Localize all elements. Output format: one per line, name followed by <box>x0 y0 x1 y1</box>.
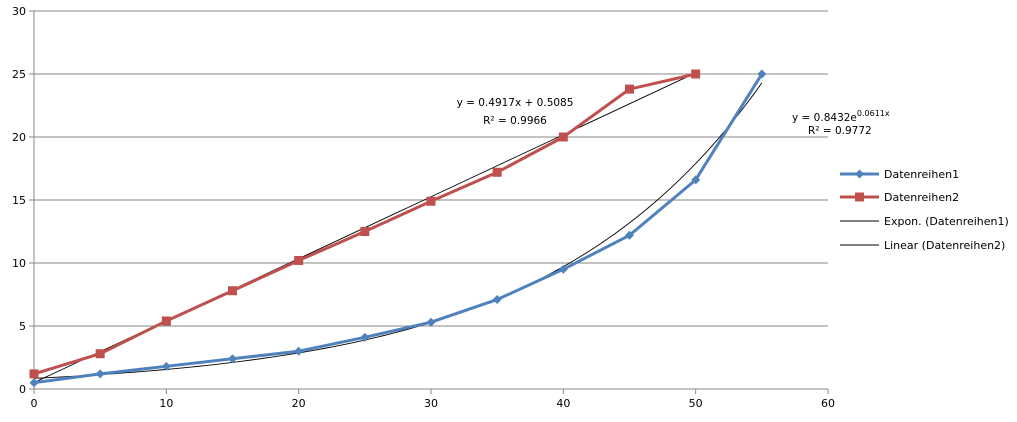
exponential-r-squared-text: R² = 0.9772 <box>808 125 872 137</box>
trendlines <box>33 72 763 383</box>
y-tick-label: 30 <box>12 5 26 18</box>
diamond-marker <box>492 295 502 305</box>
x-tick-label: 50 <box>689 397 703 410</box>
legend-label: Datenreihen2 <box>884 191 959 204</box>
square-marker <box>161 316 171 326</box>
diamond-marker <box>426 317 436 327</box>
exponential-equation-annotation: y = 0.8432e0.0611x R² = 0.9772 <box>792 109 890 137</box>
series-1 <box>29 69 767 388</box>
square-marker <box>625 84 634 94</box>
square-marker <box>426 196 436 206</box>
square-marker <box>95 349 105 359</box>
square-marker <box>558 132 568 142</box>
square-marker <box>294 255 304 265</box>
square-marker <box>691 69 701 79</box>
legend-label: Expon. (Datenreihen1) <box>884 215 1009 228</box>
x-tick-label: 0 <box>31 397 38 410</box>
diamond-marker <box>228 354 237 364</box>
legend-diamond-marker <box>855 169 864 179</box>
legend-item: Expon. (Datenreihen1) <box>840 215 1009 228</box>
linear-equation-text: y = 0.4917x + 0.5085 <box>457 97 574 109</box>
diamond-marker <box>294 346 304 356</box>
linear-r-squared-text: R² = 0.9966 <box>483 115 547 127</box>
exponential-equation-text: y = 0.8432e0.0611x <box>792 109 890 124</box>
square-marker <box>360 227 370 236</box>
x-tick-label: 20 <box>292 397 306 410</box>
legend-label: Linear (Datenreihen2) <box>884 239 1005 252</box>
diamond-marker <box>360 332 370 342</box>
y-tick-label: 25 <box>12 68 26 81</box>
legend-label: Datenreihen1 <box>884 168 959 181</box>
legend: Datenreihen1 Datenreihen2 Expon. (Datenrei… <box>840 168 1009 252</box>
legend-item: Datenreihen2 <box>840 191 959 204</box>
square-marker <box>228 286 237 296</box>
trendline-exponential <box>33 82 763 379</box>
diamond-marker <box>95 369 105 379</box>
legend-square-marker <box>855 192 864 202</box>
diamond-marker <box>161 361 171 371</box>
x-tick-label: 10 <box>159 397 173 410</box>
square-marker <box>29 369 39 379</box>
x-tick-label: 60 <box>821 397 835 410</box>
series-line <box>33 73 764 385</box>
axes <box>29 10 829 394</box>
data-series <box>29 69 767 388</box>
diamond-marker <box>625 230 634 240</box>
exponential-equation-prefix: y = 0.8432e <box>792 112 857 124</box>
legend-item: Datenreihen1 <box>840 168 959 181</box>
y-tick-label: 15 <box>12 194 26 207</box>
x-tick-label: 40 <box>556 397 570 410</box>
linear-equation-annotation: y = 0.4917x + 0.5085 R² = 0.9966 <box>457 97 574 127</box>
y-tick-label: 5 <box>19 320 26 333</box>
diamond-marker <box>757 69 767 79</box>
diamond-marker <box>29 378 39 388</box>
exponential-equation-exponent: 0.0611x <box>857 109 890 118</box>
square-marker <box>492 167 502 177</box>
y-tick-label: 20 <box>12 131 26 144</box>
series-2 <box>29 69 701 379</box>
diamond-marker <box>691 175 701 185</box>
legend-item: Linear (Datenreihen2) <box>840 239 1005 252</box>
gridlines <box>34 10 828 327</box>
x-tick-label: 30 <box>424 397 438 410</box>
diamond-marker <box>558 264 568 274</box>
y-tick-label: 10 <box>12 257 26 270</box>
y-tick-label: 0 <box>19 383 26 396</box>
tick-labels: 0 5 10 15 20 25 30 0 10 20 30 40 50 60 <box>12 5 835 410</box>
